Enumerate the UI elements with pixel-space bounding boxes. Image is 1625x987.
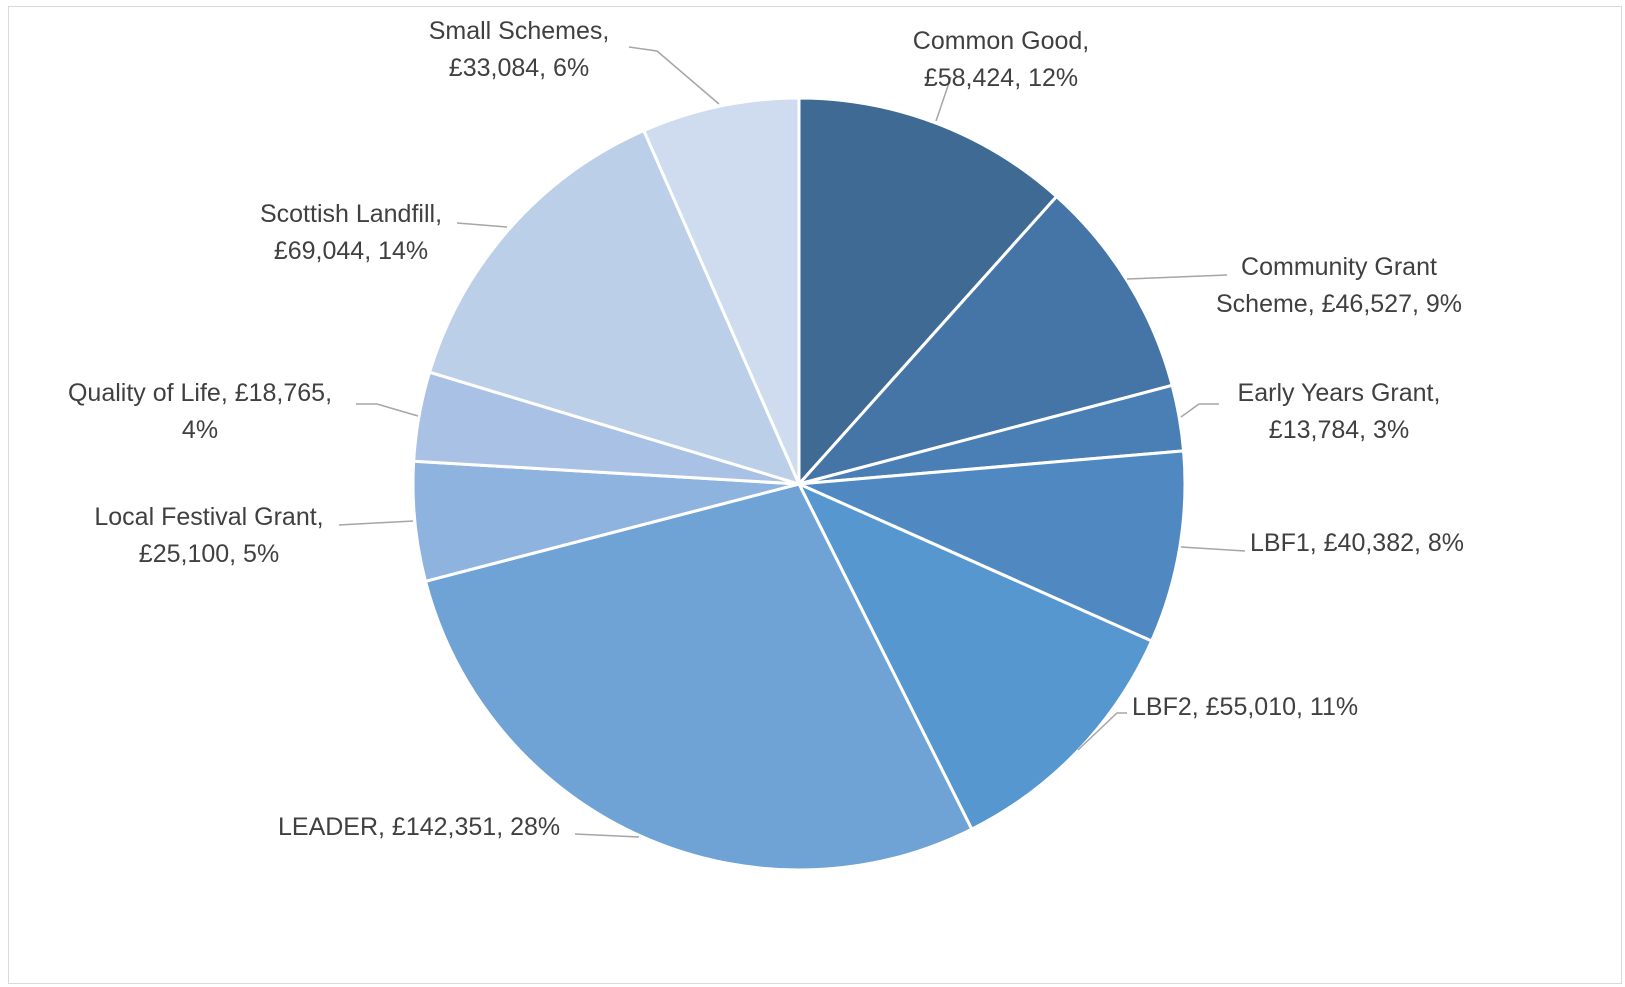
data-label-line: Scheme, £46,527, 9% bbox=[1216, 290, 1462, 318]
pie-chart: Common Good, £58,424, 12% Community Grant S… bbox=[9, 7, 1623, 985]
chart-area: Common Good, £58,424, 12% Community Grant S… bbox=[8, 6, 1622, 984]
data-label-leader: LEADER, £142,351, 28% bbox=[278, 813, 560, 841]
data-label-lbf2: LBF2, £55,010, 11% bbox=[1132, 693, 1358, 721]
leader-line-scottish-landfill bbox=[457, 223, 507, 227]
data-label-line: £25,100, 5% bbox=[139, 540, 279, 568]
leader-line-community-grant-scheme bbox=[1127, 275, 1227, 279]
leader-line-small-schemes bbox=[629, 47, 719, 104]
data-label-line: Scottish Landfill, bbox=[260, 200, 442, 228]
data-label-quality-of-life: Quality of Life, £18,765, 4% bbox=[68, 379, 332, 444]
data-label-scottish-landfill: Scottish Landfill, £69,044, 14% bbox=[260, 200, 442, 265]
data-label-line: Common Good, bbox=[913, 27, 1089, 55]
data-label-early-years-grant: Early Years Grant, £13,784, 3% bbox=[1238, 379, 1441, 444]
data-label-line: LBF2, £55,010, 11% bbox=[1132, 693, 1358, 721]
data-label-line: Small Schemes, bbox=[429, 17, 610, 45]
data-label-line: 4% bbox=[182, 416, 218, 444]
data-label-line: £33,084, 6% bbox=[449, 54, 589, 82]
leader-line-leader bbox=[575, 834, 639, 837]
data-label-line: Community Grant bbox=[1241, 253, 1437, 281]
leader-line-lbf1 bbox=[1181, 547, 1245, 551]
leader-line-early-years-grant bbox=[1181, 404, 1219, 417]
leader-line-local-festival-grant bbox=[339, 521, 413, 525]
data-label-line: LBF1, £40,382, 8% bbox=[1250, 529, 1464, 557]
data-label-line: £69,044, 14% bbox=[274, 237, 428, 265]
data-label-line: £58,424, 12% bbox=[924, 64, 1078, 92]
data-label-line: £13,784, 3% bbox=[1269, 416, 1409, 444]
data-label-small-schemes: Small Schemes, £33,084, 6% bbox=[429, 17, 610, 82]
data-label-community-grant-scheme: Community Grant Scheme, £46,527, 9% bbox=[1216, 253, 1462, 318]
data-label-line: LEADER, £142,351, 28% bbox=[278, 813, 560, 841]
data-label-local-festival-grant: Local Festival Grant, £25,100, 5% bbox=[94, 503, 323, 568]
data-label-common-good: Common Good, £58,424, 12% bbox=[913, 27, 1089, 92]
data-label-line: Quality of Life, £18,765, bbox=[68, 379, 332, 407]
leader-line-quality-of-life bbox=[356, 404, 418, 416]
pie-slices bbox=[413, 98, 1185, 870]
data-label-lbf1: LBF1, £40,382, 8% bbox=[1250, 529, 1464, 557]
data-label-line: Local Festival Grant, bbox=[94, 503, 323, 531]
data-label-line: Early Years Grant, bbox=[1238, 379, 1441, 407]
